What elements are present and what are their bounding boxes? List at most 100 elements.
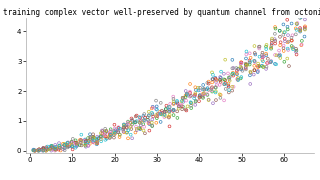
Point <box>188 107 194 109</box>
Point <box>108 131 113 134</box>
Point <box>302 28 308 31</box>
Point <box>52 148 57 151</box>
Point <box>130 120 135 122</box>
Point <box>179 103 184 106</box>
Point <box>154 105 159 108</box>
Point <box>302 26 308 29</box>
Point <box>180 99 185 102</box>
Point <box>221 72 227 75</box>
Point <box>188 94 194 97</box>
Point <box>222 78 228 81</box>
Point <box>243 66 248 68</box>
Point <box>189 102 194 105</box>
Point <box>181 100 186 103</box>
Point <box>150 113 155 116</box>
Point <box>36 149 41 152</box>
Point <box>31 149 36 152</box>
Point <box>141 125 147 128</box>
Point <box>138 128 143 131</box>
Point <box>121 125 126 127</box>
Point <box>49 147 54 150</box>
Point <box>147 129 152 132</box>
Point <box>142 116 148 119</box>
Point <box>62 147 67 149</box>
Point <box>235 78 240 80</box>
Point <box>49 146 54 149</box>
Point <box>78 140 84 143</box>
Point <box>41 149 46 152</box>
Point <box>218 79 223 82</box>
Point <box>45 148 50 151</box>
Point <box>248 60 253 63</box>
Point <box>69 145 75 148</box>
Point <box>125 121 130 124</box>
Point <box>113 129 118 132</box>
Point <box>122 123 127 126</box>
Point <box>122 131 127 134</box>
Point <box>239 61 244 64</box>
Point <box>261 55 266 58</box>
Point <box>74 143 79 145</box>
Point <box>289 22 294 25</box>
Point <box>58 149 63 152</box>
Point <box>62 149 67 152</box>
Point <box>285 18 290 21</box>
Point <box>79 139 84 141</box>
Point <box>150 118 155 121</box>
Point <box>32 149 37 152</box>
Point <box>95 135 100 138</box>
Point <box>193 93 198 96</box>
Point <box>32 149 37 152</box>
Point <box>124 125 129 128</box>
Point <box>179 100 184 103</box>
Point <box>154 113 159 116</box>
Point <box>132 121 138 124</box>
Point <box>48 145 53 148</box>
Point <box>180 96 185 99</box>
Point <box>83 138 88 141</box>
Point <box>227 89 232 92</box>
Point <box>137 121 142 124</box>
Point <box>188 104 194 107</box>
Point <box>174 101 180 104</box>
Point <box>95 140 100 142</box>
Point <box>268 61 273 64</box>
Point <box>298 30 303 33</box>
Point <box>217 93 222 96</box>
Point <box>91 141 96 143</box>
Point <box>125 137 131 140</box>
Point <box>57 147 62 149</box>
Point <box>219 70 224 73</box>
Point <box>163 108 168 111</box>
Point <box>74 145 79 148</box>
Point <box>100 129 105 132</box>
Point <box>278 57 283 59</box>
Point <box>157 110 163 113</box>
Point <box>285 47 290 50</box>
Point <box>226 84 231 87</box>
Point <box>137 127 142 130</box>
Point <box>108 133 114 136</box>
Point <box>36 149 41 152</box>
Point <box>285 25 290 28</box>
Point <box>206 80 211 83</box>
Point <box>73 146 78 149</box>
Point <box>83 141 88 144</box>
Point <box>133 121 138 124</box>
Point <box>100 135 105 138</box>
Point <box>83 139 88 142</box>
Point <box>74 141 79 144</box>
Point <box>154 117 159 120</box>
Point <box>192 97 197 100</box>
Point <box>78 141 83 144</box>
Point <box>86 141 91 144</box>
Point <box>83 143 88 146</box>
Point <box>210 78 215 80</box>
Point <box>223 79 228 82</box>
Point <box>113 130 118 133</box>
Point <box>103 135 108 138</box>
Point <box>44 148 49 151</box>
Point <box>256 62 261 65</box>
Point <box>121 128 126 131</box>
Point <box>104 130 109 133</box>
